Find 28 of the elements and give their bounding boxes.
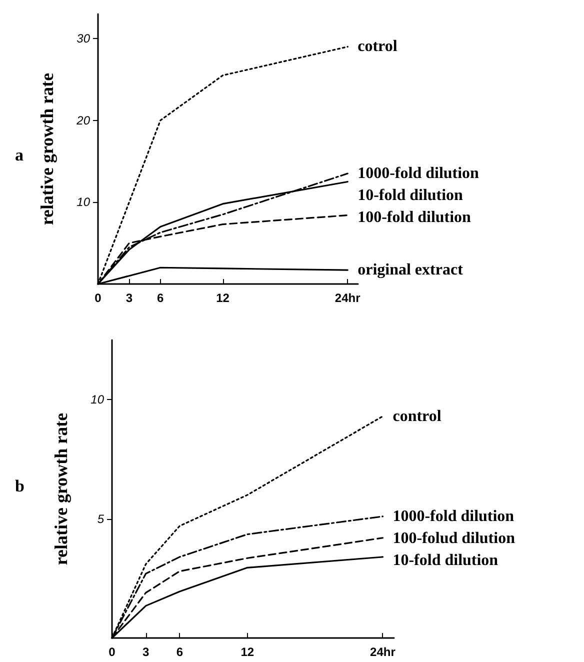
series-label: 1000-fold dilution (392, 508, 514, 525)
y-axis-title: relative growth rate (51, 412, 71, 566)
series-label: original extract (358, 262, 464, 279)
y-tick-label: 5 (97, 512, 104, 526)
x-tick-label: 6 (176, 645, 184, 659)
x-tick-label: 3 (126, 291, 133, 305)
y-tick-label: 30 (76, 32, 90, 46)
series-label: 10-fold dilution (392, 552, 498, 569)
y-tick-label: 10 (76, 195, 90, 210)
y-tick-label: 10 (90, 392, 104, 407)
series-label: cotrol (358, 38, 398, 56)
x-tick-label: 12 (216, 291, 230, 305)
x-tick-label: 24hr (334, 291, 361, 305)
series-label: 100-fold dilution (358, 209, 472, 226)
y-tick-label: 20 (76, 113, 90, 128)
series-label: 100-folud dilution (392, 530, 516, 547)
series-label: control (392, 408, 442, 425)
x-tick-label: 24hr (370, 645, 396, 659)
text: b (15, 476, 24, 496)
x-tick-label: 12 (240, 645, 254, 659)
y-axis-title: relative growth rate (37, 72, 57, 226)
series-label: 10-fold dilution (358, 187, 464, 204)
x-tick-label: 0 (108, 645, 116, 659)
text: a (15, 146, 24, 164)
x-tick-label: 3 (142, 645, 150, 659)
x-tick-label: 6 (157, 291, 164, 305)
series-label: 1000-fold dilution (358, 165, 480, 182)
x-tick-label: 0 (94, 291, 102, 305)
